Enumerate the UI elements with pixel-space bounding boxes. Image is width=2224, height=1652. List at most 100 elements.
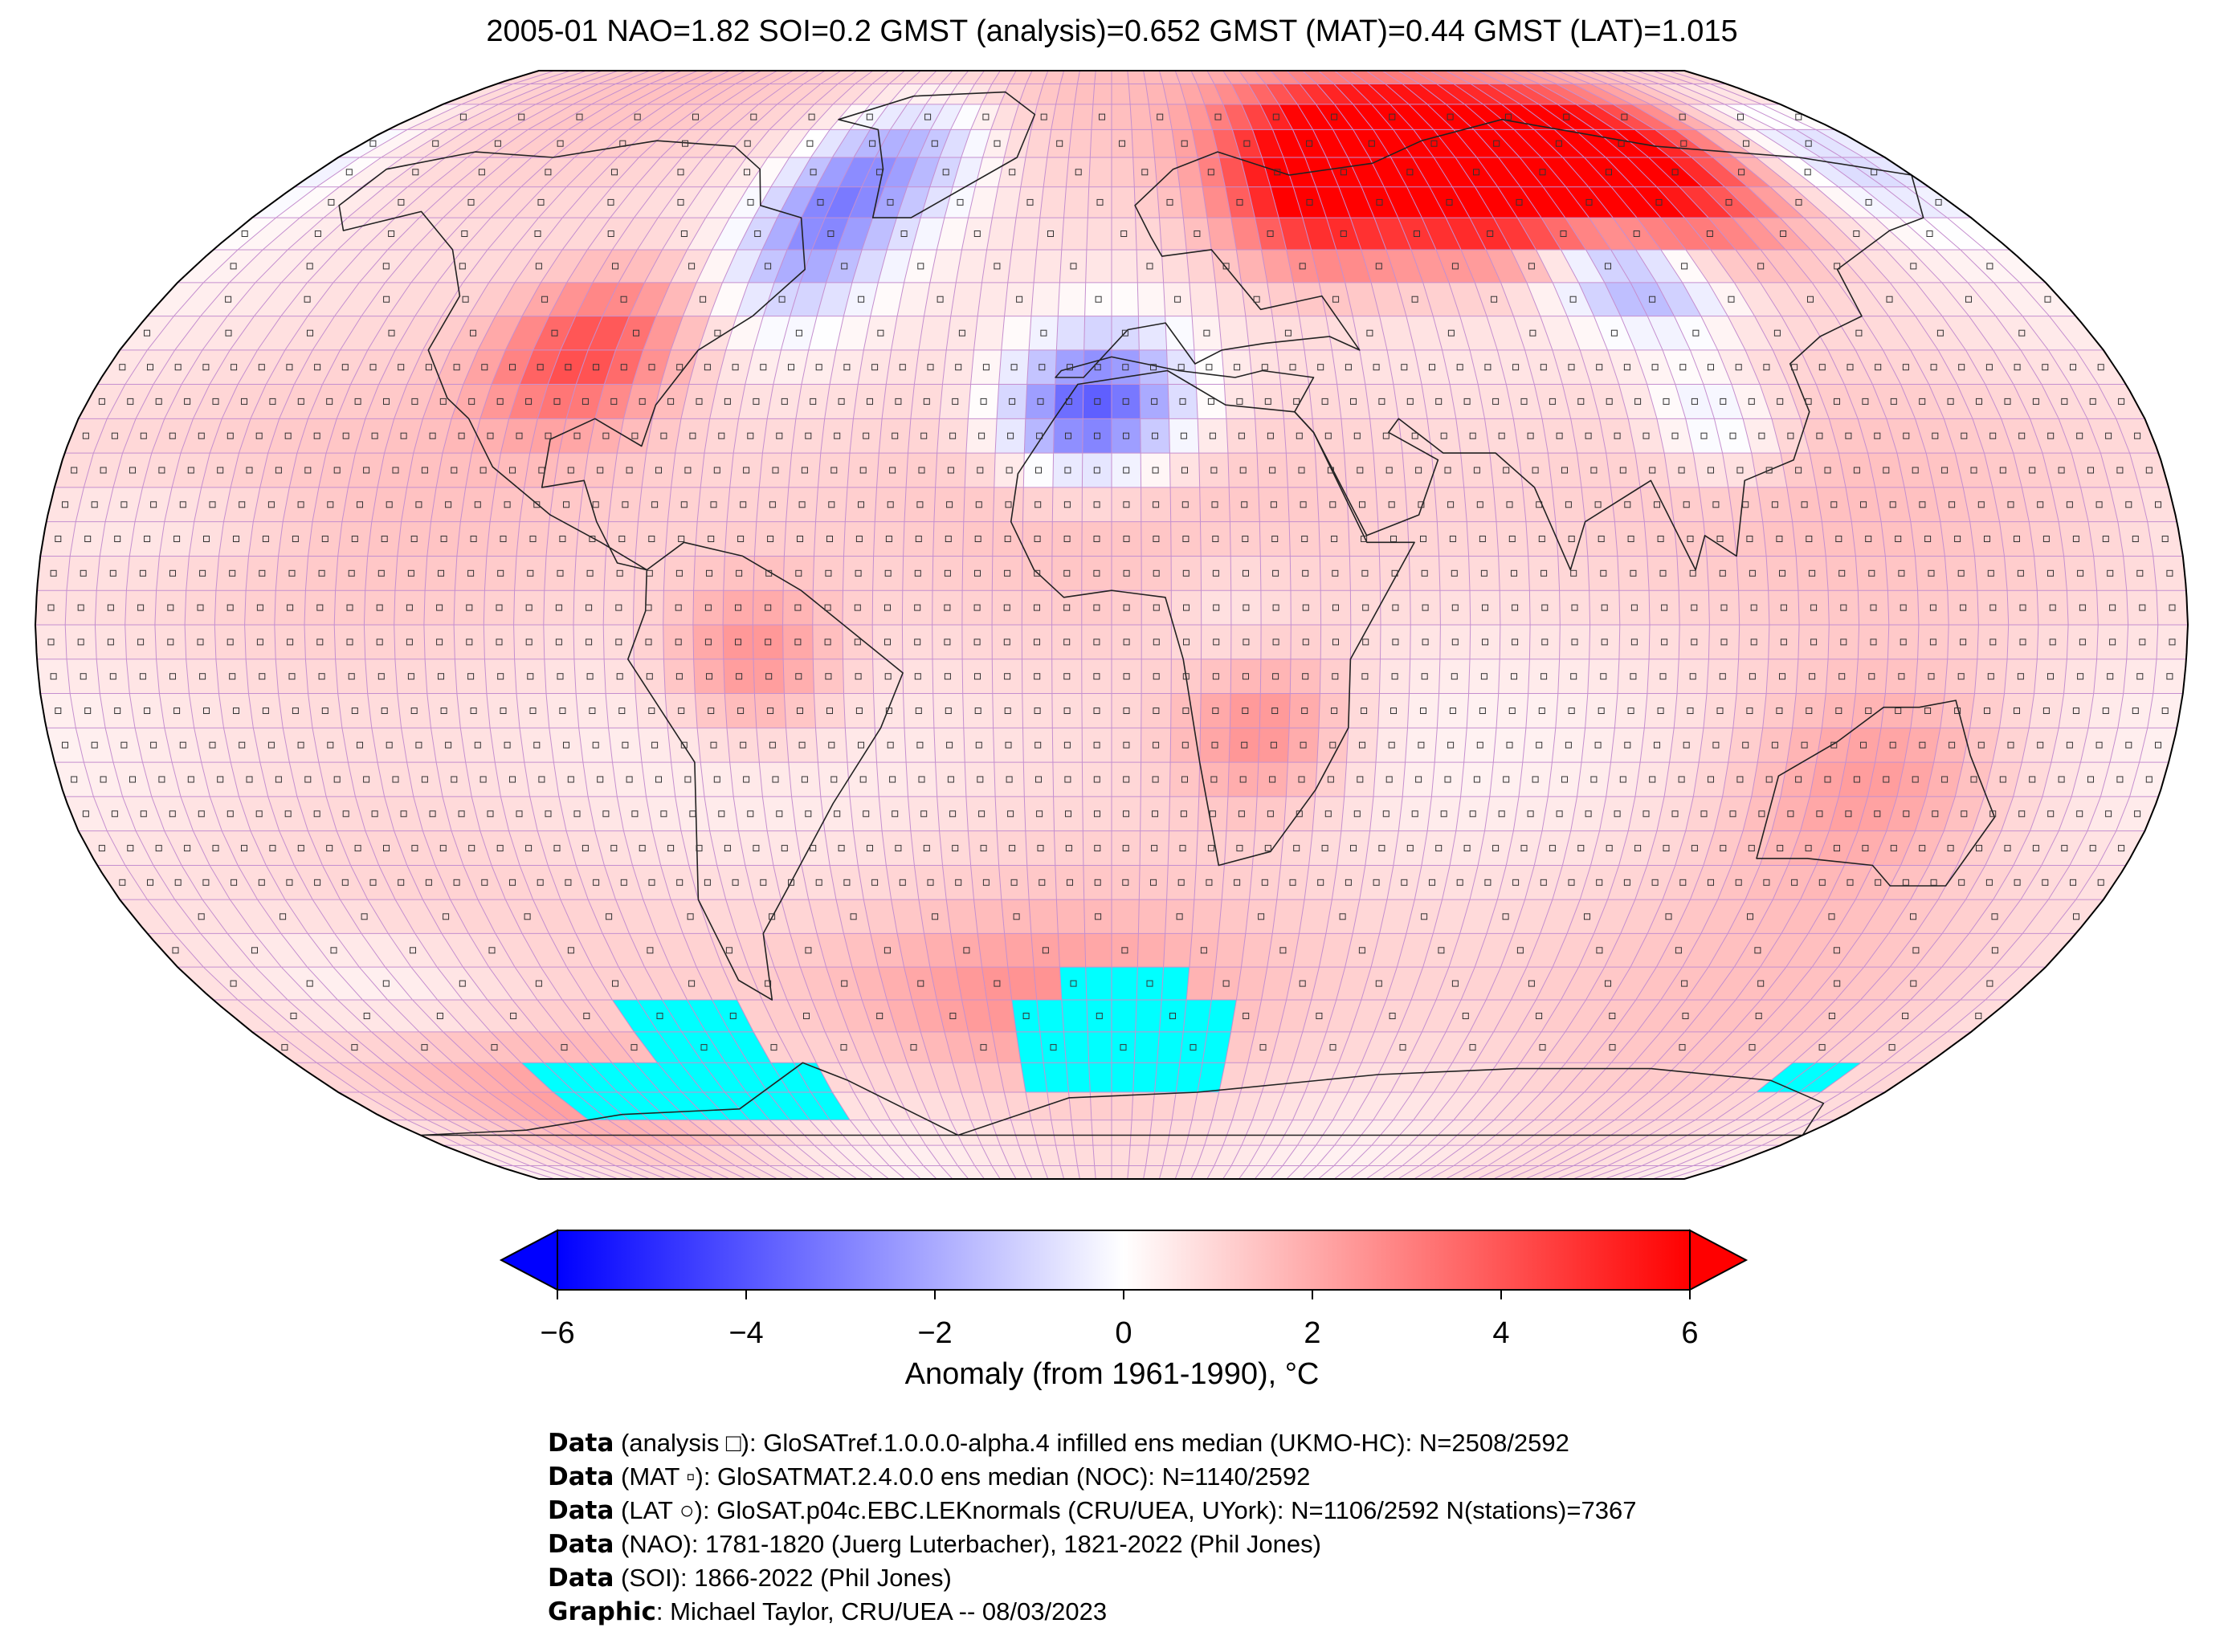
grid-cell: [946, 899, 978, 934]
analysis-marker: [863, 432, 870, 439]
grid-cell: [454, 625, 485, 659]
grid-cell: [294, 1063, 360, 1092]
analysis-marker: [1422, 638, 1429, 646]
analysis-marker: [1584, 913, 1590, 920]
grid-cell: [1039, 186, 1067, 218]
analysis-marker: [316, 638, 324, 646]
analysis-marker: [583, 1013, 590, 1019]
grid-cell: [1963, 487, 2000, 522]
grid-cell: [1867, 762, 1905, 797]
grid-cell: [1461, 249, 1501, 283]
analysis-marker: [1181, 467, 1188, 474]
analysis-marker: [945, 708, 952, 714]
analysis-marker: [231, 879, 238, 886]
grid-cell: [1292, 1092, 1327, 1120]
analysis-marker: [1776, 708, 1783, 714]
analysis-marker: [1293, 845, 1300, 852]
grid-cell: [185, 590, 216, 625]
analysis-marker: [2169, 638, 2176, 646]
grid-cell: [795, 384, 830, 419]
grid-cell: [1599, 418, 1635, 454]
grid-cell: [1371, 282, 1406, 316]
analysis-marker: [1382, 810, 1389, 818]
grid-cell: [1136, 967, 1164, 1001]
grid-cell: [562, 1000, 610, 1032]
grid-cell: [647, 1145, 701, 1166]
grid-cell: [1201, 590, 1231, 625]
grid-cell: [950, 933, 982, 968]
grid-cell: [296, 796, 337, 831]
grid-cell: [308, 282, 360, 316]
grid-cell: [1369, 796, 1403, 831]
grid-cell: [1493, 1000, 1536, 1032]
grid-cell: [1024, 796, 1055, 831]
grid-cell: [253, 728, 290, 763]
grid-cell: [838, 1165, 873, 1179]
grid-cell: [1419, 84, 1465, 104]
grid-cell: [679, 157, 725, 187]
grid-cell: [770, 1063, 811, 1092]
analysis-marker: [1683, 741, 1690, 748]
grid-cell: [126, 556, 160, 591]
grid-cell: [1318, 71, 1352, 84]
grid-cell: [1175, 71, 1198, 84]
grid-cell: [1088, 157, 1112, 187]
grid-cell: [340, 316, 389, 350]
grid-cell: [1135, 218, 1162, 250]
analysis-marker: [1316, 1013, 1323, 1019]
grid-cell: [300, 186, 362, 218]
analysis-marker: [147, 879, 153, 886]
grid-cell: [924, 933, 957, 968]
grid-cell: [814, 84, 855, 104]
grid-cell: [1344, 762, 1376, 797]
analysis-marker: [1094, 364, 1101, 371]
grid-cell: [151, 796, 194, 831]
grid-cell: [1393, 830, 1428, 866]
grid-cell: [1230, 693, 1261, 728]
grid-cell: [986, 218, 1017, 250]
analysis-marker: [1093, 501, 1100, 508]
grid-cell: [843, 590, 873, 625]
analysis-marker: [620, 879, 627, 886]
analysis-marker: [1619, 776, 1626, 783]
grid-cell: [1061, 1000, 1088, 1032]
longitude-line: [1239, 71, 1352, 1179]
grid-cell: [1910, 521, 1945, 557]
grid-cell: [406, 349, 451, 385]
analysis-marker: [1209, 810, 1216, 818]
grid-cell: [906, 71, 937, 84]
grid-cell: [929, 967, 962, 1001]
temperature-anomaly-map: [34, 70, 2189, 1180]
analysis-marker: [1152, 467, 1159, 474]
analysis-marker: [269, 845, 276, 852]
analysis-marker: [597, 467, 604, 474]
grid-cell: [995, 796, 1026, 831]
grid-cell: [961, 590, 993, 625]
grid-cell: [267, 796, 308, 831]
grid-cell: [259, 762, 297, 797]
grid-cell: [2007, 625, 2038, 659]
grid-cell: [1828, 625, 1859, 659]
grid-cell: [1858, 418, 1897, 454]
grid-cell: [1838, 282, 1889, 316]
grid-cell: [1369, 1063, 1407, 1092]
analysis-marker: [127, 845, 134, 852]
analysis-marker: [1123, 741, 1130, 748]
grid-cell: [932, 590, 963, 625]
analysis-marker: [361, 913, 368, 920]
grid-cell: [259, 453, 297, 487]
grid-cell: [1308, 384, 1341, 419]
analysis-marker: [147, 364, 153, 371]
grid-cell: [612, 762, 647, 797]
grid-cell: [681, 384, 717, 419]
analysis-marker: [1447, 501, 1455, 508]
analysis-marker: [1758, 432, 1765, 439]
grid-cell: [1218, 1063, 1248, 1092]
analysis-marker: [593, 364, 600, 371]
analysis-marker: [1150, 364, 1157, 371]
analysis-marker: [1577, 398, 1585, 405]
grid-cell: [1446, 218, 1487, 250]
grid-cell: [339, 157, 403, 187]
grid-cell: [663, 556, 696, 591]
grid-cell: [1926, 762, 1964, 797]
